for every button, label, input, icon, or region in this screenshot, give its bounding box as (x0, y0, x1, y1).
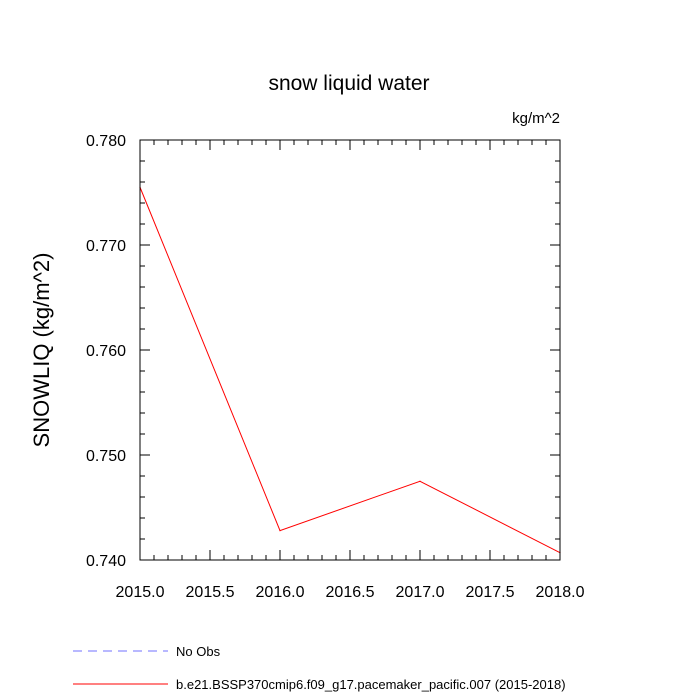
series-line-1 (139, 187, 561, 554)
y-tick-label: 0.770 (86, 238, 126, 255)
data-point (279, 530, 281, 532)
x-tick-label: 2018.0 (536, 584, 585, 601)
y-tick-label: 0.780 (86, 133, 126, 150)
legend-label-0: No Obs (176, 644, 221, 659)
x-tick-label: 2016.0 (256, 584, 305, 601)
y-tick-label: 0.750 (86, 448, 126, 465)
axis-ticks: 2015.0 2015.5 2016.0 2016.5 2017.0 2017.5 2018… (86, 133, 585, 601)
legend: No Obs b.e21.BSSP370cmip6.f09_g17.pacemak… (73, 644, 566, 692)
x-tick-label: 2017.5 (466, 584, 515, 601)
x-tick-label: 2015.5 (186, 584, 235, 601)
plot-frame (139, 139, 561, 561)
y-tick-label: 0.760 (86, 343, 126, 360)
x-tick-label: 2016.5 (326, 584, 375, 601)
data-point (419, 480, 421, 482)
units-label: kg/m^2 (512, 110, 560, 127)
y-axis-title: SNOWLIQ (kg/m^2) (29, 253, 54, 448)
legend-label-1: b.e21.BSSP370cmip6.f09_g17.pacemaker_pac… (176, 677, 566, 692)
y-tick-label: 0.740 (86, 553, 126, 570)
x-tick-label: 2015.0 (116, 584, 165, 601)
chart-title: snow liquid water (268, 72, 429, 95)
x-tick-label: 2017.0 (396, 584, 445, 601)
series-layer (139, 186, 561, 554)
